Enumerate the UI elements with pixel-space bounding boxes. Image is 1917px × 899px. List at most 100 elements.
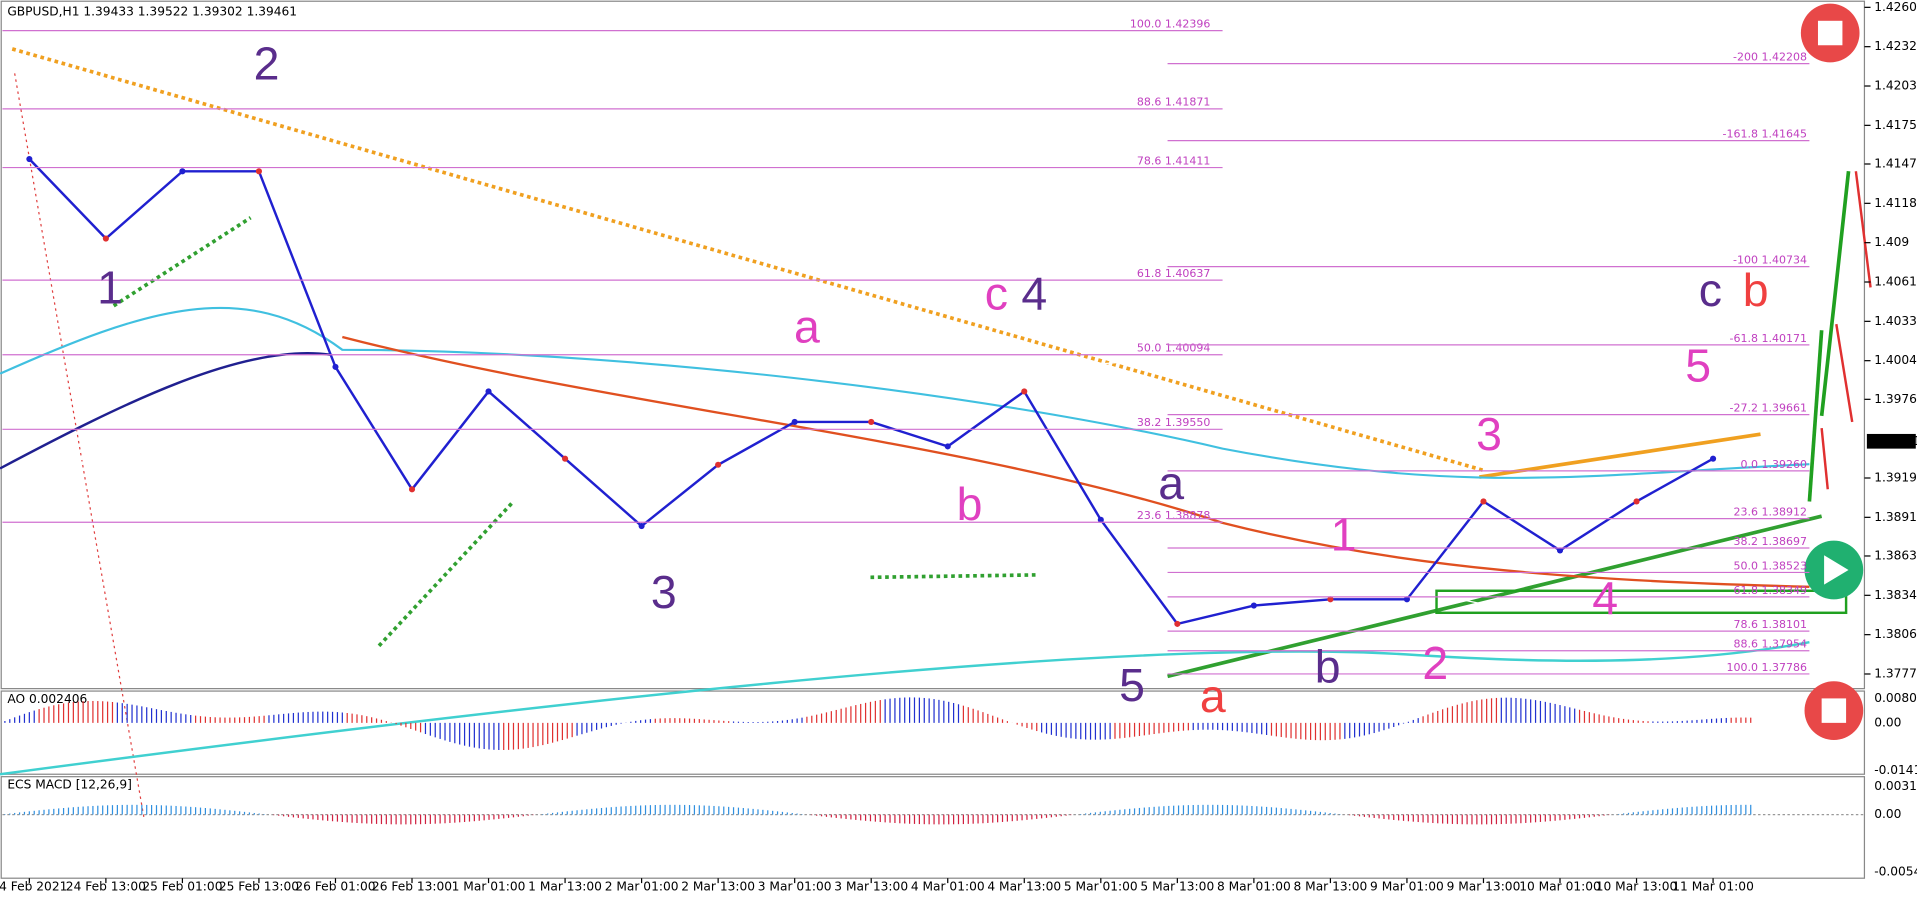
fib-label: 23.6 1.38878 xyxy=(1137,509,1210,522)
price-point xyxy=(638,522,645,530)
fib-label: 38.2 1.39550 xyxy=(1137,416,1210,429)
price-point xyxy=(1021,388,1028,395)
macd-tick-label: 0.00 xyxy=(1874,807,1901,821)
moving-average xyxy=(0,640,1810,776)
fib-label: -100 1.40734 xyxy=(1733,254,1807,267)
x-tick-label: 26 Feb 01:00 xyxy=(295,879,375,893)
price-point xyxy=(1327,596,1334,603)
stop-button[interactable] xyxy=(1800,3,1860,63)
last-price-label: 1.39461 xyxy=(1871,434,1917,448)
x-tick-label: 9 Mar 01:00 xyxy=(1370,879,1444,893)
x-tick-label: 26 Feb 13:00 xyxy=(372,879,452,893)
x-tick-label: 3 Mar 13:00 xyxy=(834,879,908,893)
x-tick-label: 3 Mar 01:00 xyxy=(758,879,832,893)
wave-label: 1 xyxy=(97,261,123,313)
x-tick-label: 5 Mar 13:00 xyxy=(1140,879,1214,893)
wave-label: a xyxy=(794,301,820,353)
x-tick-label: 10 Mar 01:00 xyxy=(1519,879,1601,893)
wave-label: c xyxy=(1699,264,1722,316)
x-tick-label: 1 Mar 13:00 xyxy=(528,879,602,893)
y-tick-label: 1.37775 xyxy=(1874,666,1917,680)
fib-label: -61.8 1.40171 xyxy=(1730,332,1807,345)
macd-frame xyxy=(0,776,1866,879)
price-point xyxy=(1403,596,1410,603)
x-tick-label: 1 Mar 01:00 xyxy=(452,879,526,893)
arrow xyxy=(1807,330,1824,502)
x-tick-label: 11 Mar 01:00 xyxy=(1672,879,1754,893)
price-point xyxy=(485,388,492,395)
stop-button[interactable] xyxy=(1804,681,1864,740)
y-tick-label: 1.42035 xyxy=(1874,79,1917,93)
fib-label: 100.0 1.37786 xyxy=(1727,661,1807,674)
fib-label: 78.6 1.38101 xyxy=(1734,618,1807,631)
fib-label: -27.2 1.39661 xyxy=(1730,402,1807,415)
price-point xyxy=(255,168,262,175)
play-button[interactable] xyxy=(1804,540,1864,600)
y-tick-label: 1.409 xyxy=(1874,235,1909,249)
x-tick-label: 4 Mar 13:00 xyxy=(987,879,1061,893)
trendline xyxy=(112,216,252,308)
x-tick-label: 9 Mar 13:00 xyxy=(1447,879,1521,893)
main-frame xyxy=(0,0,1866,690)
y-tick-label: 1.40045 xyxy=(1874,353,1917,367)
trendline xyxy=(870,573,1040,580)
x-tick-label: 4 Mar 01:00 xyxy=(911,879,985,893)
fib-label: 50.0 1.38523 xyxy=(1734,559,1807,572)
wave-label: 4 xyxy=(1592,572,1618,624)
macd-label: ECS MACD [12,26,9] xyxy=(7,778,132,792)
moving-average xyxy=(341,335,1810,588)
wave-label: b xyxy=(1315,641,1341,693)
macd-tick-label: 0.0031713 xyxy=(1874,779,1917,793)
arrow xyxy=(1854,171,1872,288)
wave-label: b xyxy=(957,478,983,530)
trendline xyxy=(11,47,1486,473)
price-point xyxy=(791,418,798,426)
x-tick-label: 24 Feb 2021 xyxy=(0,879,67,893)
ao-tick-label: 0.008033 xyxy=(1874,691,1917,705)
price-point xyxy=(944,443,951,450)
price-point xyxy=(715,461,722,468)
moving-average xyxy=(0,306,1810,479)
wave-label: 5 xyxy=(1685,340,1711,392)
fib-label: 61.8 1.40637 xyxy=(1137,267,1210,280)
ao-label: AO 0.002406 xyxy=(7,692,87,706)
x-tick-label: 24 Feb 13:00 xyxy=(66,879,146,893)
y-tick-label: 1.39195 xyxy=(1874,470,1917,484)
wave-label: 4 xyxy=(1021,267,1047,319)
y-tick-label: 1.4147 xyxy=(1874,156,1917,170)
price-point xyxy=(26,155,33,163)
fib-label: -161.8 1.41645 xyxy=(1723,128,1807,141)
price-point xyxy=(332,363,339,370)
ao-tick-label: -0.014137 xyxy=(1874,763,1917,777)
wave-label: a xyxy=(1200,670,1226,722)
x-tick-label: 2 Mar 01:00 xyxy=(605,879,679,893)
arrow xyxy=(1835,323,1854,423)
price-point xyxy=(1250,602,1257,609)
fib-label: -200 1.42208 xyxy=(1733,50,1807,63)
wave-label: b xyxy=(1743,264,1769,316)
zone-box xyxy=(1435,589,1848,615)
ao-frame xyxy=(0,690,1866,775)
fib-label: 88.6 1.37954 xyxy=(1734,638,1807,651)
macd-tick-label: -0.0054513 xyxy=(1874,865,1917,879)
price-point xyxy=(102,235,109,242)
y-tick-label: 1.42605 xyxy=(1874,0,1917,14)
y-tick-label: 1.3806 xyxy=(1874,627,1917,641)
wave-label: 5 xyxy=(1119,659,1145,711)
wave-label: 2 xyxy=(1422,637,1448,689)
price-point xyxy=(1710,455,1717,462)
x-tick-label: 8 Mar 01:00 xyxy=(1217,879,1291,893)
trendline xyxy=(1479,432,1761,479)
fib-label: 88.6 1.41871 xyxy=(1137,96,1210,109)
wave-label: 3 xyxy=(651,566,677,618)
last-price-box xyxy=(1866,433,1916,449)
trendline xyxy=(14,73,145,820)
y-tick-label: 1.38345 xyxy=(1874,588,1917,602)
fib-label: 100.0 1.42396 xyxy=(1130,17,1210,30)
fib-label: 0.0 1.39260 xyxy=(1740,458,1806,471)
spacer xyxy=(2,388,1810,629)
x-tick-label: 25 Feb 01:00 xyxy=(142,879,222,893)
